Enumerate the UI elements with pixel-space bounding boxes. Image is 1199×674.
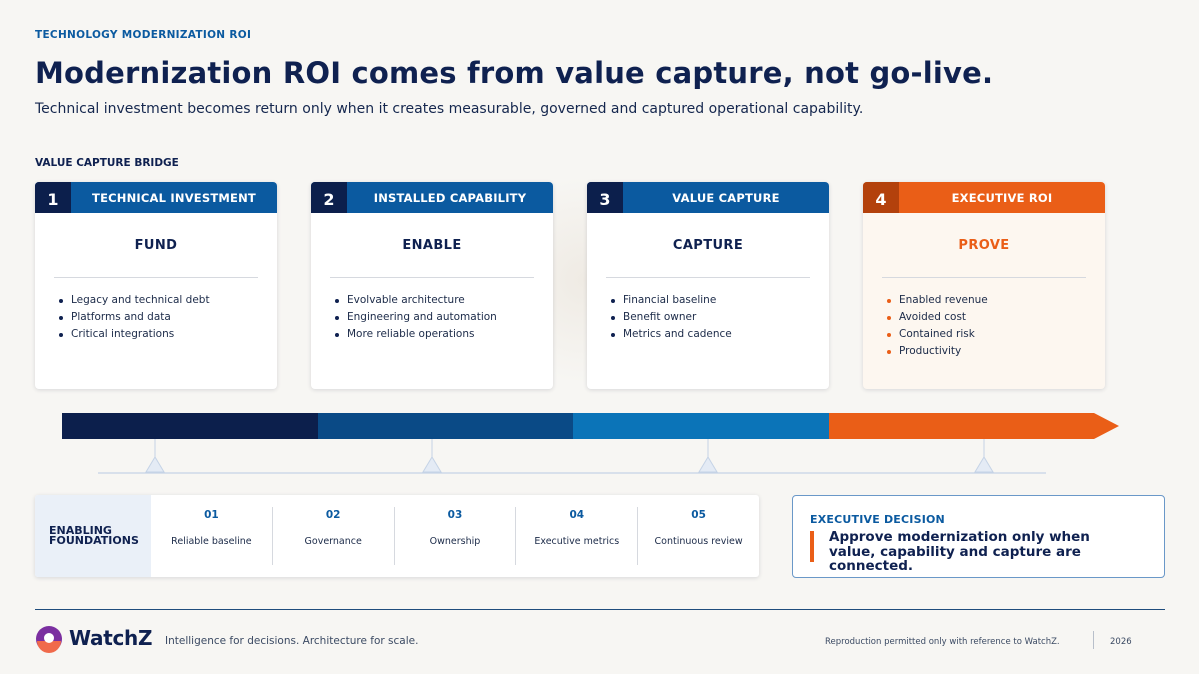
foundation-text: Executive metrics xyxy=(534,536,620,547)
watchz-logo-icon xyxy=(36,626,62,653)
page-title: Modernization ROI comes from value captu… xyxy=(35,56,994,90)
reproduction-notice: Reproduction permitted only with referen… xyxy=(825,637,1060,647)
footer-separator xyxy=(1093,631,1094,649)
list-item: Enabled revenue xyxy=(887,292,1105,309)
connector-marker xyxy=(698,456,718,473)
stage-title: VALUE CAPTURE xyxy=(672,190,780,205)
bridge-segment-enable xyxy=(318,413,573,439)
stage-card-header: 4 EXECUTIVE ROI xyxy=(863,182,1105,213)
foundation-text: Continuous review xyxy=(654,536,743,547)
foundation-number: 02 xyxy=(325,509,341,521)
stage-number: 2 xyxy=(311,182,347,213)
executive-decision-box: EXECUTIVE DECISION Approve modernization… xyxy=(792,495,1165,578)
eyebrow-label: TECHNOLOGY MODERNIZATION ROI xyxy=(35,29,252,41)
decision-label: EXECUTIVE DECISION xyxy=(810,513,945,526)
divider xyxy=(606,277,810,278)
stage-number: 3 xyxy=(587,182,623,213)
stage-verb: ENABLE xyxy=(402,238,462,253)
divider xyxy=(330,277,534,278)
stage-number: 1 xyxy=(35,182,71,213)
stage-verb: FUND xyxy=(134,238,178,253)
stage-card-header: 3 VALUE CAPTURE xyxy=(587,182,829,213)
stage-title: TECHNICAL INVESTMENT xyxy=(92,190,256,205)
divider xyxy=(54,277,258,278)
list-item: Productivity xyxy=(887,343,1105,360)
footer-tagline: Intelligence for decisions. Architecture… xyxy=(165,635,419,647)
stage-item-list: Evolvable architecture Engineering and a… xyxy=(335,292,553,343)
decision-accent-bar xyxy=(810,531,814,562)
stage-card-header: 2 INSTALLED CAPABILITY xyxy=(311,182,553,213)
stage-item-list: Legacy and technical debt Platforms and … xyxy=(59,292,277,343)
stage-item-list: Enabled revenue Avoided cost Contained r… xyxy=(887,292,1105,360)
decision-text: Approve modernization only when value, c… xyxy=(829,529,1090,574)
list-item: Evolvable architecture xyxy=(335,292,553,309)
foundation-text: Reliable baseline xyxy=(171,536,252,547)
divider xyxy=(882,277,1086,278)
enabling-foundations-panel: ENABLING FOUNDATIONS 01 Reliable baselin… xyxy=(35,495,759,577)
list-item: Contained risk xyxy=(887,326,1105,343)
connector-marker xyxy=(145,456,165,473)
stage-card-installed-capability: 2 INSTALLED CAPABILITY ENABLE Evolvable … xyxy=(311,182,553,389)
stage-number: 4 xyxy=(863,182,899,213)
stage-verb: CAPTURE xyxy=(672,238,744,253)
stage-card-value-capture: 3 VALUE CAPTURE CAPTURE Financial baseli… xyxy=(587,182,829,389)
stage-card-technical-investment: 1 TECHNICAL INVESTMENT FUND Legacy and t… xyxy=(35,182,277,389)
list-item: Avoided cost xyxy=(887,309,1105,326)
foundation-text: Governance xyxy=(304,536,362,547)
bridge-segment-fund xyxy=(62,413,318,439)
foundation-text: Ownership xyxy=(429,536,481,547)
foundation-number: 05 xyxy=(691,509,706,521)
foundation-number: 04 xyxy=(569,509,585,521)
foundation-number: 03 xyxy=(447,509,463,521)
foundation-item: 03 Ownership xyxy=(393,507,516,565)
foundation-item: 04 Executive metrics xyxy=(515,507,637,565)
connector-markers xyxy=(145,439,994,473)
list-item: Engineering and automation xyxy=(335,309,553,326)
list-item: More reliable operations xyxy=(335,326,553,343)
list-item: Legacy and technical debt xyxy=(59,292,277,309)
foundation-item: 05 Continuous review xyxy=(637,507,759,565)
stage-title: EXECUTIVE ROI xyxy=(951,190,1053,205)
bridge-segment-capture xyxy=(573,413,829,439)
footer-year: 2026 xyxy=(1110,637,1132,647)
bridge-section-label: VALUE CAPTURE BRIDGE xyxy=(35,157,179,169)
connector-marker xyxy=(974,456,994,473)
page-subtitle: Technical investment becomes return only… xyxy=(35,101,864,117)
list-item: Critical integrations xyxy=(59,326,277,343)
bridge-segment-prove-arrowhead xyxy=(829,413,1119,439)
list-item: Platforms and data xyxy=(59,309,277,326)
foundation-item: 01 Reliable baseline xyxy=(151,507,272,565)
stage-title: INSTALLED CAPABILITY xyxy=(373,190,527,205)
list-item: Metrics and cadence xyxy=(611,326,829,343)
connector-marker xyxy=(422,456,442,473)
stage-card-header: 1 TECHNICAL INVESTMENT xyxy=(35,182,277,213)
list-item: Benefit owner xyxy=(611,309,829,326)
stage-item-list: Financial baseline Benefit owner Metrics… xyxy=(611,292,829,343)
footer-divider xyxy=(35,609,1165,610)
value-bridge-arrow xyxy=(62,413,1119,474)
foundations-label: ENABLING FOUNDATIONS xyxy=(35,495,151,577)
brand-name: WatchZ xyxy=(69,626,153,650)
stage-verb: PROVE xyxy=(958,238,1010,253)
stage-card-executive-roi: 4 EXECUTIVE ROI PROVE Enabled revenue Av… xyxy=(863,182,1105,389)
foundation-number: 01 xyxy=(204,509,219,521)
list-item: Financial baseline xyxy=(611,292,829,309)
foundation-item: 02 Governance xyxy=(271,507,394,565)
foundations-items: 01 Reliable baseline 02 Governance 03 Ow… xyxy=(151,495,759,577)
